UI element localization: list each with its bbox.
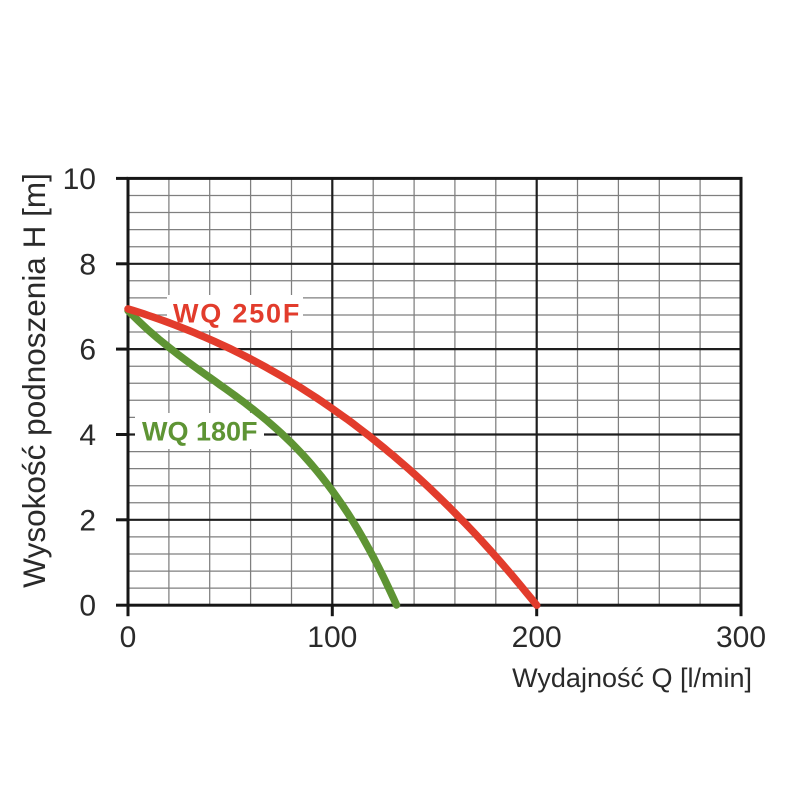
svg-text:8: 8 xyxy=(79,248,96,281)
svg-text:Wysokość podnoszenia H [m]: Wysokość podnoszenia H [m] xyxy=(16,173,52,588)
svg-text:0: 0 xyxy=(120,621,137,654)
svg-text:300: 300 xyxy=(716,621,766,654)
svg-text:2: 2 xyxy=(79,504,96,537)
svg-text:Wydajność Q [l/min]: Wydajność Q [l/min] xyxy=(512,663,752,693)
svg-text:WQ 250F: WQ 250F xyxy=(173,299,301,329)
svg-text:0: 0 xyxy=(79,590,96,623)
svg-text:100: 100 xyxy=(307,621,357,654)
svg-text:4: 4 xyxy=(79,419,96,452)
svg-text:10: 10 xyxy=(63,163,96,196)
svg-text:200: 200 xyxy=(512,621,562,654)
svg-text:6: 6 xyxy=(79,334,96,367)
svg-text:WQ 180F: WQ 180F xyxy=(142,417,258,447)
